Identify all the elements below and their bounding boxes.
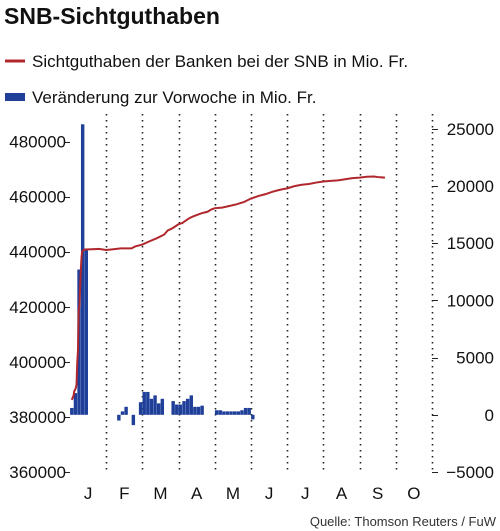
left-tick-label: 440000 bbox=[9, 243, 66, 262]
month-label: M bbox=[153, 484, 167, 503]
left-axis-ticks: 360000 380000 400000 420000 440000 460000 4800… bbox=[9, 133, 66, 483]
change-bar bbox=[225, 411, 230, 415]
change-bar bbox=[149, 398, 154, 415]
change-bar bbox=[185, 398, 190, 415]
change-bar bbox=[218, 410, 222, 415]
source-note: Quelle: Thomson Reuters / FuW bbox=[310, 514, 497, 529]
change-bar bbox=[193, 406, 197, 415]
change-bar bbox=[247, 407, 251, 415]
change-bar bbox=[153, 395, 157, 415]
right-tick-label: 15000 bbox=[447, 234, 494, 253]
left-tick-label: 360000 bbox=[9, 463, 66, 482]
legend-label-veraenderung: Veränderung zur Vorwoche in Mio. Fr. bbox=[32, 88, 316, 107]
change-bar bbox=[189, 395, 193, 415]
change-bar bbox=[243, 407, 248, 415]
legend-bar-swatch bbox=[5, 93, 25, 101]
change-bar bbox=[233, 411, 237, 415]
change-bar bbox=[200, 405, 204, 415]
change-bar bbox=[84, 250, 88, 415]
change-bar bbox=[240, 410, 244, 415]
change-bar bbox=[156, 403, 161, 415]
change-bars bbox=[70, 124, 255, 426]
change-bar bbox=[146, 391, 150, 415]
change-bar bbox=[196, 406, 201, 415]
right-tick-label: 25000 bbox=[447, 120, 494, 139]
change-bar bbox=[120, 411, 125, 415]
month-label: S bbox=[372, 484, 383, 503]
month-label: A bbox=[336, 484, 348, 503]
left-tick-label: 460000 bbox=[9, 188, 66, 207]
left-tick-label: 420000 bbox=[9, 298, 66, 317]
gridlines bbox=[64, 114, 438, 473]
right-tick-label: 10000 bbox=[447, 291, 494, 310]
change-bar bbox=[73, 393, 78, 415]
right-tick-label: 20000 bbox=[447, 177, 494, 196]
change-bar bbox=[182, 401, 186, 415]
change-bar bbox=[229, 411, 233, 415]
change-bar bbox=[80, 124, 85, 415]
change-bar bbox=[251, 414, 255, 420]
month-label: A bbox=[191, 484, 203, 503]
change-bar bbox=[70, 407, 74, 415]
right-tick-label: 0 bbox=[485, 406, 494, 425]
month-label: J bbox=[301, 484, 310, 503]
month-label: J bbox=[84, 484, 93, 503]
month-label: O bbox=[407, 484, 420, 503]
change-bar bbox=[214, 410, 219, 415]
change-bar bbox=[142, 391, 146, 415]
change-bar bbox=[117, 414, 121, 421]
legend-label-sichtguthaben: Sichtguthaben der Banken bei der SNB in … bbox=[32, 52, 408, 71]
month-label: J bbox=[265, 484, 274, 503]
right-axis-ticks: −5000 0 5000 10000 15000 20000 25000 bbox=[446, 120, 494, 482]
change-bar bbox=[222, 411, 226, 415]
change-bar bbox=[178, 404, 183, 415]
change-bar bbox=[131, 414, 136, 426]
left-tick-label: 480000 bbox=[9, 133, 66, 152]
change-bar bbox=[171, 401, 175, 415]
right-tick-label: 5000 bbox=[456, 349, 494, 368]
month-label: M bbox=[226, 484, 240, 503]
change-bar bbox=[236, 411, 241, 415]
left-tick-label: 400000 bbox=[9, 353, 66, 372]
change-bar bbox=[160, 398, 165, 415]
chart-title: SNB-Sichtguthaben bbox=[4, 3, 220, 29]
change-bar bbox=[175, 404, 179, 415]
left-tick-label: 380000 bbox=[9, 408, 66, 427]
level-line bbox=[70, 175, 386, 401]
change-bar bbox=[138, 402, 143, 415]
right-tick-label: −5000 bbox=[446, 463, 494, 482]
month-label: F bbox=[119, 484, 129, 503]
change-bar bbox=[124, 406, 128, 415]
